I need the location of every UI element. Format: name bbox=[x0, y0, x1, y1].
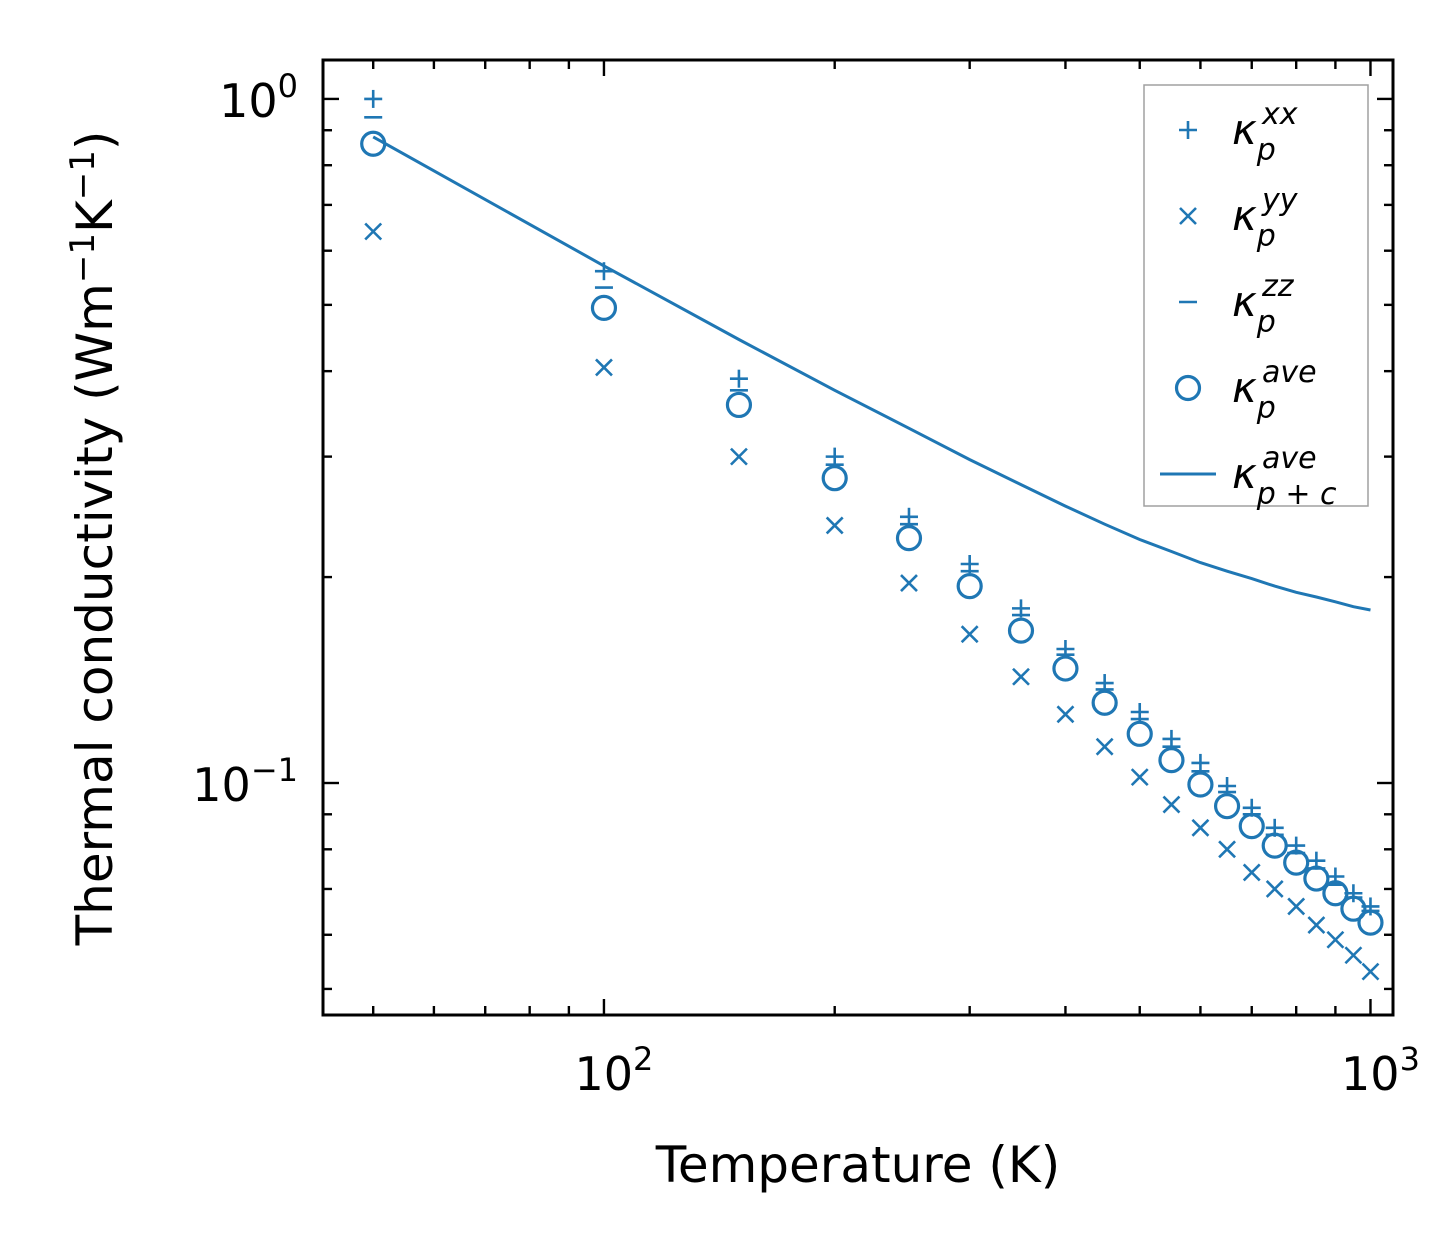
data-point-kappa_ave bbox=[1340, 895, 1367, 922]
data-point-kappa_ave bbox=[1052, 655, 1079, 682]
data-point-kappa_yy bbox=[1191, 818, 1210, 837]
y-tick-label: 10−1 bbox=[192, 751, 298, 812]
plot-layer bbox=[360, 89, 1384, 981]
data-point-kappa_yy bbox=[1218, 840, 1236, 859]
data-point-kappa_ave bbox=[1007, 617, 1035, 644]
data-point-kappa_yy bbox=[1265, 880, 1284, 898]
data-point-kappa_yy bbox=[364, 222, 383, 241]
data-point-kappa_yy bbox=[595, 358, 613, 377]
data-point-kappa_yy bbox=[1056, 705, 1075, 724]
frame-layer bbox=[321, 58, 1395, 1017]
data-point-kappa_ave bbox=[1126, 720, 1153, 747]
data-point-kappa_xx bbox=[729, 369, 748, 388]
legend-box bbox=[1143, 84, 1369, 507]
data-point-kappa_ave bbox=[1322, 880, 1349, 907]
legend-label-kappa_ave_pc: κp + cave bbox=[1232, 441, 1337, 512]
data-point-kappa_ave bbox=[725, 391, 753, 419]
data-point-kappa_xx bbox=[899, 507, 918, 526]
label-layer: Temperature (K) Thermal conductivity (Wm… bbox=[63, 131, 1060, 1194]
legend-label-kappa_ave: κpave bbox=[1232, 355, 1317, 426]
x-axis-label: Temperature (K) bbox=[655, 1136, 1060, 1194]
legend-marker-kappa_xx bbox=[1179, 121, 1197, 139]
data-point-kappa_yy bbox=[1361, 962, 1380, 981]
data-point-kappa_ave bbox=[1238, 812, 1265, 840]
data-point-kappa_ave bbox=[1283, 849, 1310, 876]
plot-frame bbox=[321, 58, 1395, 1017]
data-point-kappa_yy bbox=[1012, 667, 1030, 686]
legend-marker-kappa_ave bbox=[1174, 374, 1202, 402]
data-point-kappa_yy bbox=[1344, 946, 1363, 965]
data-point-kappa_yy bbox=[1095, 737, 1114, 756]
legend-marker-kappa_yy bbox=[1179, 207, 1197, 225]
data-point-kappa_yy bbox=[1326, 930, 1345, 949]
data-point-kappa_ave bbox=[895, 525, 923, 552]
data-point-kappa_xx bbox=[1162, 729, 1181, 748]
y-tick-label: 100 bbox=[219, 67, 298, 128]
data-point-kappa_yy bbox=[1130, 768, 1149, 787]
series-line-kappa_ave_pc bbox=[372, 135, 1371, 612]
legend-label-kappa_yy: κpyy bbox=[1232, 183, 1299, 254]
data-point-kappa_yy bbox=[1242, 863, 1261, 882]
legend-label-kappa_zz: κpzz bbox=[1232, 269, 1295, 340]
y-axis-label: Thermal conductivity (Wm−1K−1) bbox=[63, 131, 124, 947]
x-tick-label: 103 bbox=[1341, 1040, 1420, 1101]
data-point-kappa_xx bbox=[1191, 753, 1210, 772]
tick-layer: 102 103 10−1 100 bbox=[192, 60, 1420, 1101]
data-point-kappa_yy bbox=[900, 574, 918, 592]
data-point-kappa_ave bbox=[590, 294, 618, 321]
data-point-kappa_xx bbox=[364, 89, 383, 108]
data-point-kappa_ave bbox=[1357, 909, 1384, 936]
data-point-kappa_yy bbox=[1162, 795, 1181, 814]
data-point-kappa_yy bbox=[730, 447, 748, 466]
data-point-kappa_yy bbox=[1307, 916, 1326, 934]
data-point-kappa_xx bbox=[825, 447, 844, 466]
data-point-kappa_ave bbox=[1261, 832, 1288, 859]
data-point-kappa_ave bbox=[1158, 747, 1185, 774]
x-tick-label: 102 bbox=[575, 1040, 654, 1101]
data-point-kappa_yy bbox=[1287, 897, 1306, 916]
data-point-kappa_ave bbox=[1213, 793, 1241, 820]
legend: κpxx κpyy κpzz κpave κp + cave bbox=[1143, 84, 1369, 512]
data-point-kappa_ave bbox=[1091, 689, 1118, 716]
data-point-kappa_ave bbox=[1303, 865, 1330, 892]
legend-label-kappa_xx: κpxx bbox=[1232, 97, 1298, 168]
data-point-kappa_ave bbox=[1187, 771, 1214, 798]
data-point-kappa_ave bbox=[360, 130, 387, 157]
data-point-kappa_yy bbox=[825, 516, 844, 535]
data-point-kappa_yy bbox=[960, 625, 979, 644]
data-point-kappa_ave bbox=[956, 573, 983, 600]
data-point-kappa_ave bbox=[821, 465, 848, 492]
